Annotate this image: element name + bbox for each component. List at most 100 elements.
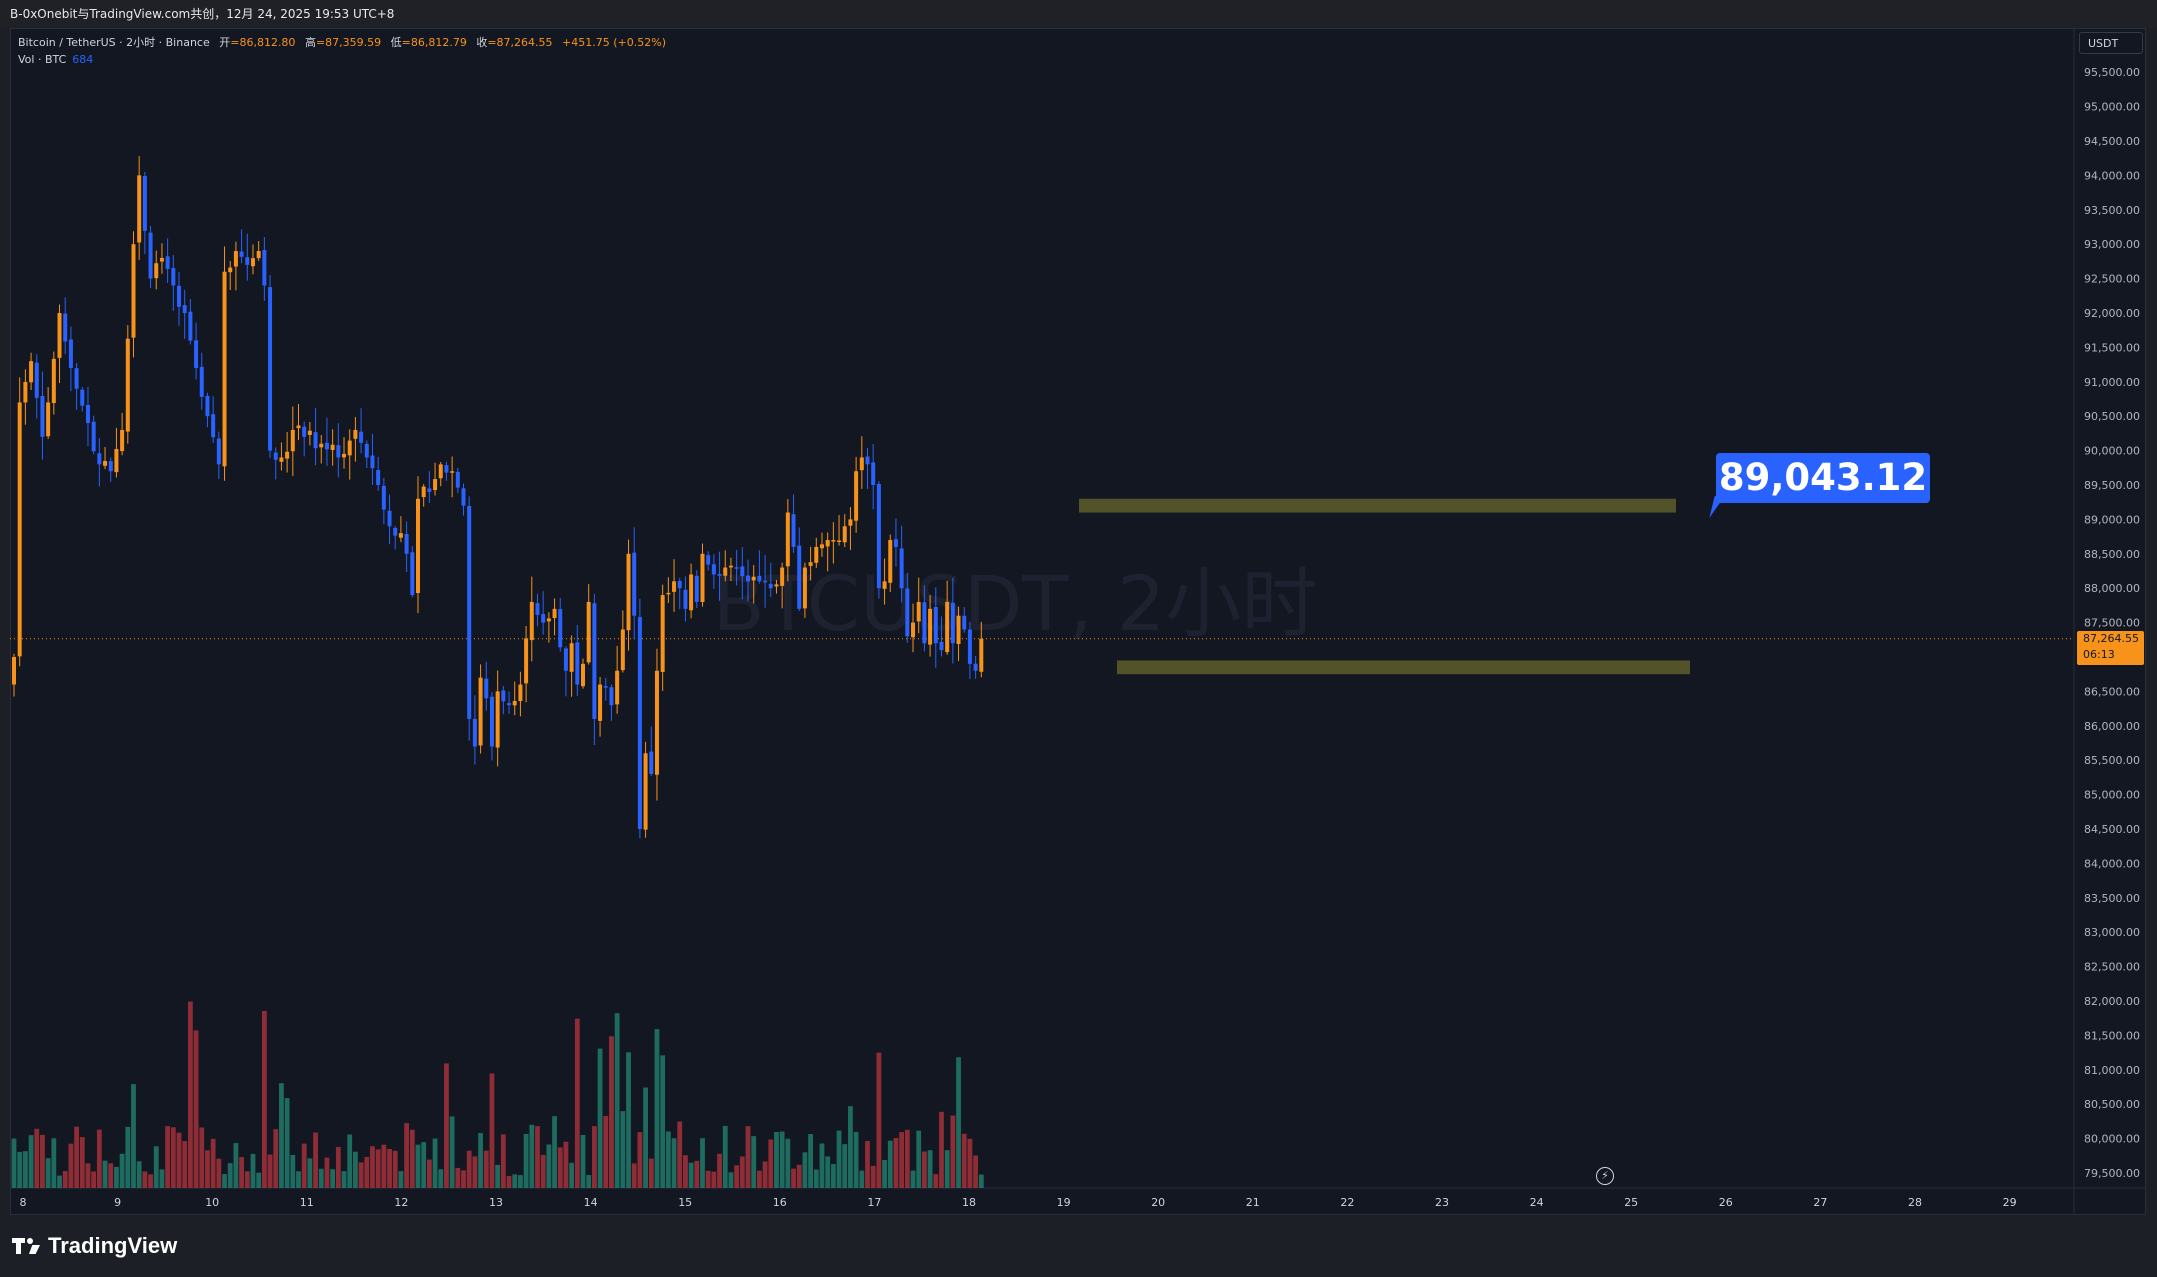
candle-body [495,691,500,748]
volume-bar [227,1163,233,1188]
candle-body [808,562,813,566]
candle-body [285,451,290,459]
candle-body [524,638,529,684]
price-tick-label: 80,000.00 [2084,1133,2140,1146]
volume-bar [51,1138,57,1188]
volume-bar [956,1057,961,1188]
volume-bar [853,1131,859,1188]
price-tick-label: 83,000.00 [2084,926,2140,939]
volume-bar [779,1131,785,1188]
price-tick-label: 80,500.00 [2084,1098,2140,1111]
candle-body [882,581,887,589]
candle-body [518,684,523,702]
volume-bar [40,1134,45,1188]
candle-body [785,512,790,567]
candle-body [893,539,898,547]
candle-body [330,444,335,450]
tradingview-logo[interactable]: TradingView [12,1233,177,1259]
candle-body [450,471,455,473]
volume-bar [614,1013,620,1188]
volume-bar [546,1144,552,1188]
candle-body [148,232,153,279]
candle-body [842,526,847,543]
price-callout[interactable]: 89,043.12 [1716,453,1930,503]
volume-bar [193,1030,199,1188]
volume-bar [933,1174,939,1188]
volume-bar [609,1036,614,1188]
volume-bar [216,1158,222,1188]
volume-bar [591,1126,597,1188]
candle-body [615,670,620,705]
price-tick-label: 90,500.00 [2084,410,2140,423]
candle-body [359,431,364,443]
volume-bar [802,1152,808,1188]
candle-body [609,687,614,706]
volume-bar [848,1106,853,1188]
candle-body [973,663,978,671]
legend-volume-label[interactable]: Vol · BTC [18,53,67,66]
volume-bar [500,1134,506,1188]
candle-body [302,426,307,437]
candle-body [137,175,142,243]
candle-body [444,465,449,473]
time-tick-label: 27 [1813,1196,1827,1209]
candle-body [859,457,864,471]
candle-body [233,251,238,267]
volume-bar [529,1124,535,1188]
candle-body [558,609,563,648]
price-tick-label: 88,000.00 [2084,582,2140,595]
candle-body [108,461,113,472]
candle-body [216,438,221,465]
currency-selector[interactable]: USDT [2079,32,2143,54]
candle-body [165,256,170,269]
volume-bar [330,1169,336,1188]
volume-bar [28,1135,34,1188]
legend-symbol[interactable]: Bitcoin / TetherUS · 2小时 · Binance [18,36,210,49]
candle-body [12,657,16,685]
candle-body [632,552,637,616]
volume-bar [939,1111,944,1188]
legend-open-value: =86,812.80 [230,36,296,49]
candle-body [222,271,227,467]
time-tick-label: 16 [773,1196,787,1209]
candle-body [17,402,22,657]
volume-bar [865,1140,870,1188]
price-tick-label: 87,500.00 [2084,617,2140,630]
time-tick-label: 26 [1719,1196,1733,1209]
candle-body [51,358,56,404]
volume-bar [176,1132,182,1188]
volume-bar [222,1174,227,1188]
time-tick-label: 10 [205,1196,219,1209]
volume-bar [950,1115,956,1188]
price-tick-label: 86,000.00 [2084,720,2140,733]
chart-pane[interactable] [10,28,2146,1215]
volume-bar [375,1149,381,1188]
volume-bar [170,1127,176,1188]
candle-body [643,753,648,830]
candle-body [364,443,369,458]
lightning-icon[interactable]: ⚡ [1596,1167,1614,1185]
top-attribution-bar: B-0xOnebit与TradingView.com共创，12月 24, 202… [0,0,2157,28]
time-tick-label: 21 [1246,1196,1260,1209]
candle-body [865,456,870,465]
candle-body [916,601,921,622]
volume-bar [756,1170,762,1188]
candle-body [131,244,136,338]
volume-bar [353,1151,358,1188]
volume-bar [483,1150,489,1188]
candle-body [928,608,933,645]
candle-body [91,421,96,452]
volume-bar [187,1001,193,1188]
legend-high-value: =87,359.59 [315,36,382,49]
time-tick-label: 20 [1151,1196,1165,1209]
volume-bar [626,1052,631,1188]
candle-body [876,483,881,589]
candle-body [472,718,477,747]
volume-bar [182,1141,188,1188]
volume-bar [739,1156,745,1188]
volume-bar [660,1055,666,1188]
candle-body [620,629,625,671]
candle-body [598,684,603,721]
volume-bar [677,1121,683,1188]
